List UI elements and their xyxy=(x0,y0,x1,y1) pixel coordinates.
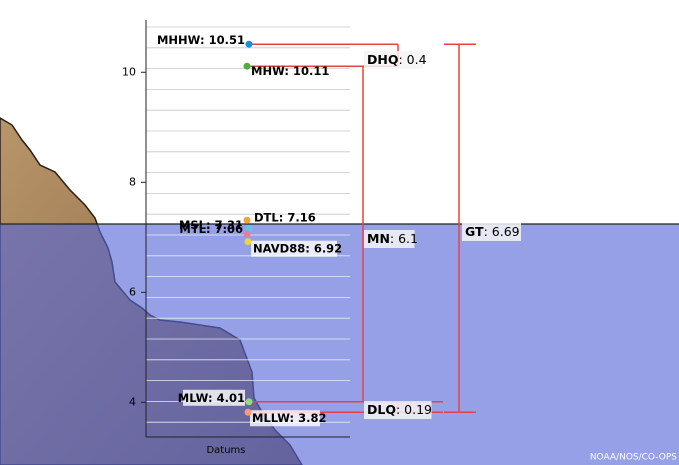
range-sep: : xyxy=(398,52,406,67)
range-sep: : xyxy=(396,402,404,417)
datum-label: MTL: 7.06 xyxy=(179,222,243,236)
datum-label: MLW: 4.01 xyxy=(178,390,245,404)
range-sep: : xyxy=(390,231,398,246)
datum-label: MHHW: 10.51 xyxy=(157,33,245,47)
datum-name: MSL xyxy=(179,218,207,232)
datum-name: MHW xyxy=(251,64,285,78)
datum-point xyxy=(245,40,253,48)
datum-name: NAVD88 xyxy=(253,241,305,255)
datum-sep: : xyxy=(200,33,209,47)
range-label: GT: 6.69 xyxy=(465,224,520,239)
range-value: 6.69 xyxy=(492,224,520,239)
datum-value: 6.92 xyxy=(314,241,342,255)
range-name: MN xyxy=(367,231,390,246)
range-label-bg xyxy=(364,230,415,248)
y-tick-label: 4 xyxy=(129,395,136,408)
datum-value: 7.06 xyxy=(215,222,243,236)
datum-sep: : xyxy=(206,218,215,232)
y-tick-label: 8 xyxy=(129,175,136,188)
range-label: MN: 6.1 xyxy=(367,231,418,246)
y-tick-label: 10 xyxy=(122,65,136,78)
datum-value: 7.16 xyxy=(287,210,315,224)
datum-point xyxy=(244,408,252,416)
datum-label: MHW: 10.11 xyxy=(251,64,329,78)
datum-value: 10.11 xyxy=(293,64,329,78)
y-tick-label: 6 xyxy=(129,285,136,298)
datum-value: 7.31 xyxy=(215,218,243,232)
datum-value: 10.51 xyxy=(209,33,245,47)
datum-sep: : xyxy=(284,64,293,78)
datum-point xyxy=(245,398,253,406)
datum-label-bg xyxy=(183,389,245,406)
range-label: DHQ: 0.4 xyxy=(367,52,427,67)
range-value: 0.19 xyxy=(404,402,432,417)
datum-sep: : xyxy=(279,210,288,224)
water xyxy=(0,224,679,465)
datum-name: MLW xyxy=(178,390,209,404)
datum-value: 4.01 xyxy=(217,390,245,404)
credit: NOAA/NOS/CO-OPS xyxy=(590,453,677,463)
range-label-bg xyxy=(462,223,521,241)
datum-point xyxy=(243,230,251,238)
datum-name: MLLW xyxy=(252,411,290,425)
datum-sep: : xyxy=(206,222,215,236)
datum-sep: : xyxy=(208,390,217,404)
datum-name: MHHW xyxy=(157,33,201,47)
datum-label-bg xyxy=(250,410,320,427)
datum-point xyxy=(245,225,253,232)
datum-point xyxy=(243,62,251,70)
range-label-bg xyxy=(364,401,432,419)
datum-point xyxy=(244,238,252,246)
range-label: DLQ: 0.19 xyxy=(367,402,432,417)
datum-sep: : xyxy=(305,241,314,255)
range-name: DLQ xyxy=(367,402,396,417)
range-value: 6.1 xyxy=(398,231,418,246)
datum-name: DTL xyxy=(254,210,279,224)
datum-label: MSL: 7.31 xyxy=(179,218,243,232)
datum-name: MTL xyxy=(179,222,206,236)
datum-value: 3.82 xyxy=(298,411,326,425)
datum-label-bg xyxy=(251,240,337,257)
datum-label: MLLW: 3.82 xyxy=(252,411,327,425)
datum-point xyxy=(243,216,251,224)
range-sep: : xyxy=(484,224,492,239)
x-axis-label: Datums xyxy=(206,445,245,456)
range-name: GT xyxy=(465,224,484,239)
datum-sep: : xyxy=(290,411,299,425)
range-label-bg xyxy=(364,51,423,69)
range-value: 0.4 xyxy=(407,52,427,67)
datum-label: DTL: 7.16 xyxy=(254,210,316,224)
datum-label: NAVD88: 6.92 xyxy=(253,241,342,255)
range-name: DHQ xyxy=(367,52,398,67)
